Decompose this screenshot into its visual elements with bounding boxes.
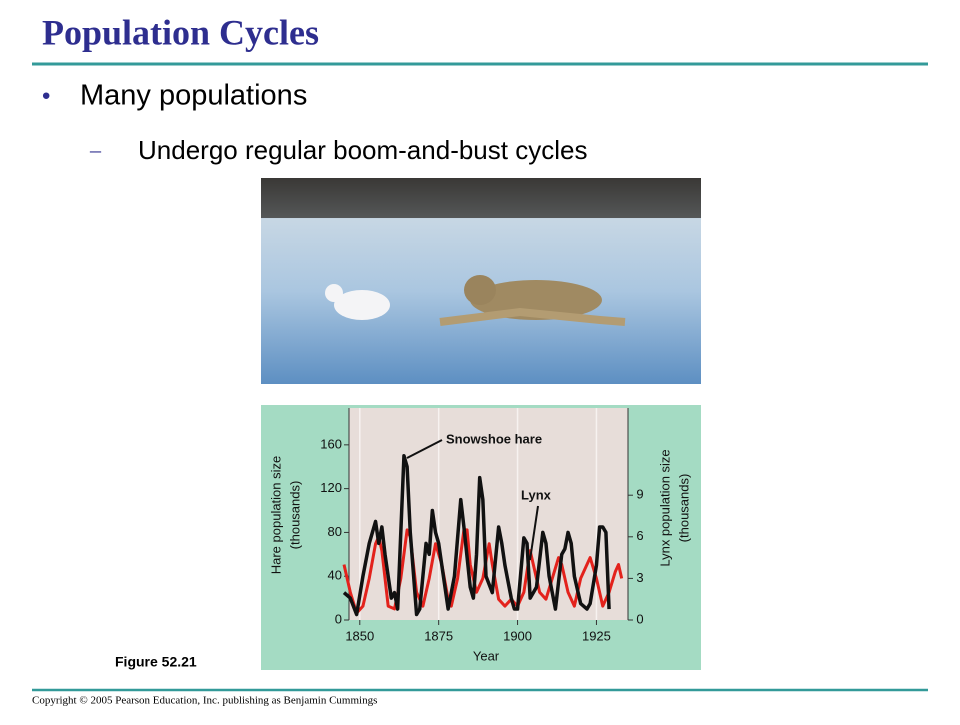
annotation: Lynx bbox=[521, 487, 552, 502]
y2-tick-label: 6 bbox=[636, 528, 643, 543]
x-tick-label: 1925 bbox=[582, 628, 611, 643]
x-axis-label: Year bbox=[473, 648, 500, 663]
y2-tick-label: 3 bbox=[636, 570, 643, 585]
y-tick-label: 0 bbox=[335, 611, 342, 626]
y-axis-label: Hare population size bbox=[268, 456, 283, 575]
annotation: Snowshoe hare bbox=[446, 431, 542, 446]
y-tick-label: 40 bbox=[328, 568, 342, 583]
y2-axis-label: (thousands) bbox=[676, 474, 691, 543]
y2-tick-label: 9 bbox=[636, 487, 643, 502]
y-axis-label: (thousands) bbox=[287, 481, 302, 550]
annotation-pointer bbox=[406, 439, 443, 459]
y2-tick-label: 0 bbox=[636, 611, 643, 626]
figure-label: Figure 52.21 bbox=[115, 654, 197, 670]
copyright: Copyright © 2005 Pearson Education, Inc.… bbox=[32, 695, 377, 707]
x-tick-label: 1850 bbox=[345, 628, 374, 643]
bullet: Many populations bbox=[80, 80, 307, 112]
sub-bullet: Undergo regular boom-and-bust cycles bbox=[138, 135, 587, 165]
y2-axis-label: Lynx population size bbox=[657, 449, 672, 566]
chart: 1850 1875 1900 1925 0 40 80 120 160 0 3 6 9 Year Hare … bbox=[268, 408, 691, 663]
sub-dash: – bbox=[89, 137, 102, 162]
bullet-dot: • bbox=[42, 82, 50, 109]
series-line bbox=[342, 454, 611, 617]
x-tick-label: 1875 bbox=[424, 628, 453, 643]
y-tick-label: 120 bbox=[320, 480, 342, 495]
slide-title: Population Cycles bbox=[42, 12, 319, 52]
x-tick-label: 1900 bbox=[503, 628, 532, 643]
photo bbox=[261, 178, 701, 384]
annotation-pointer bbox=[529, 505, 539, 561]
y-tick-label: 80 bbox=[328, 524, 342, 539]
y-tick-label: 160 bbox=[320, 436, 342, 451]
